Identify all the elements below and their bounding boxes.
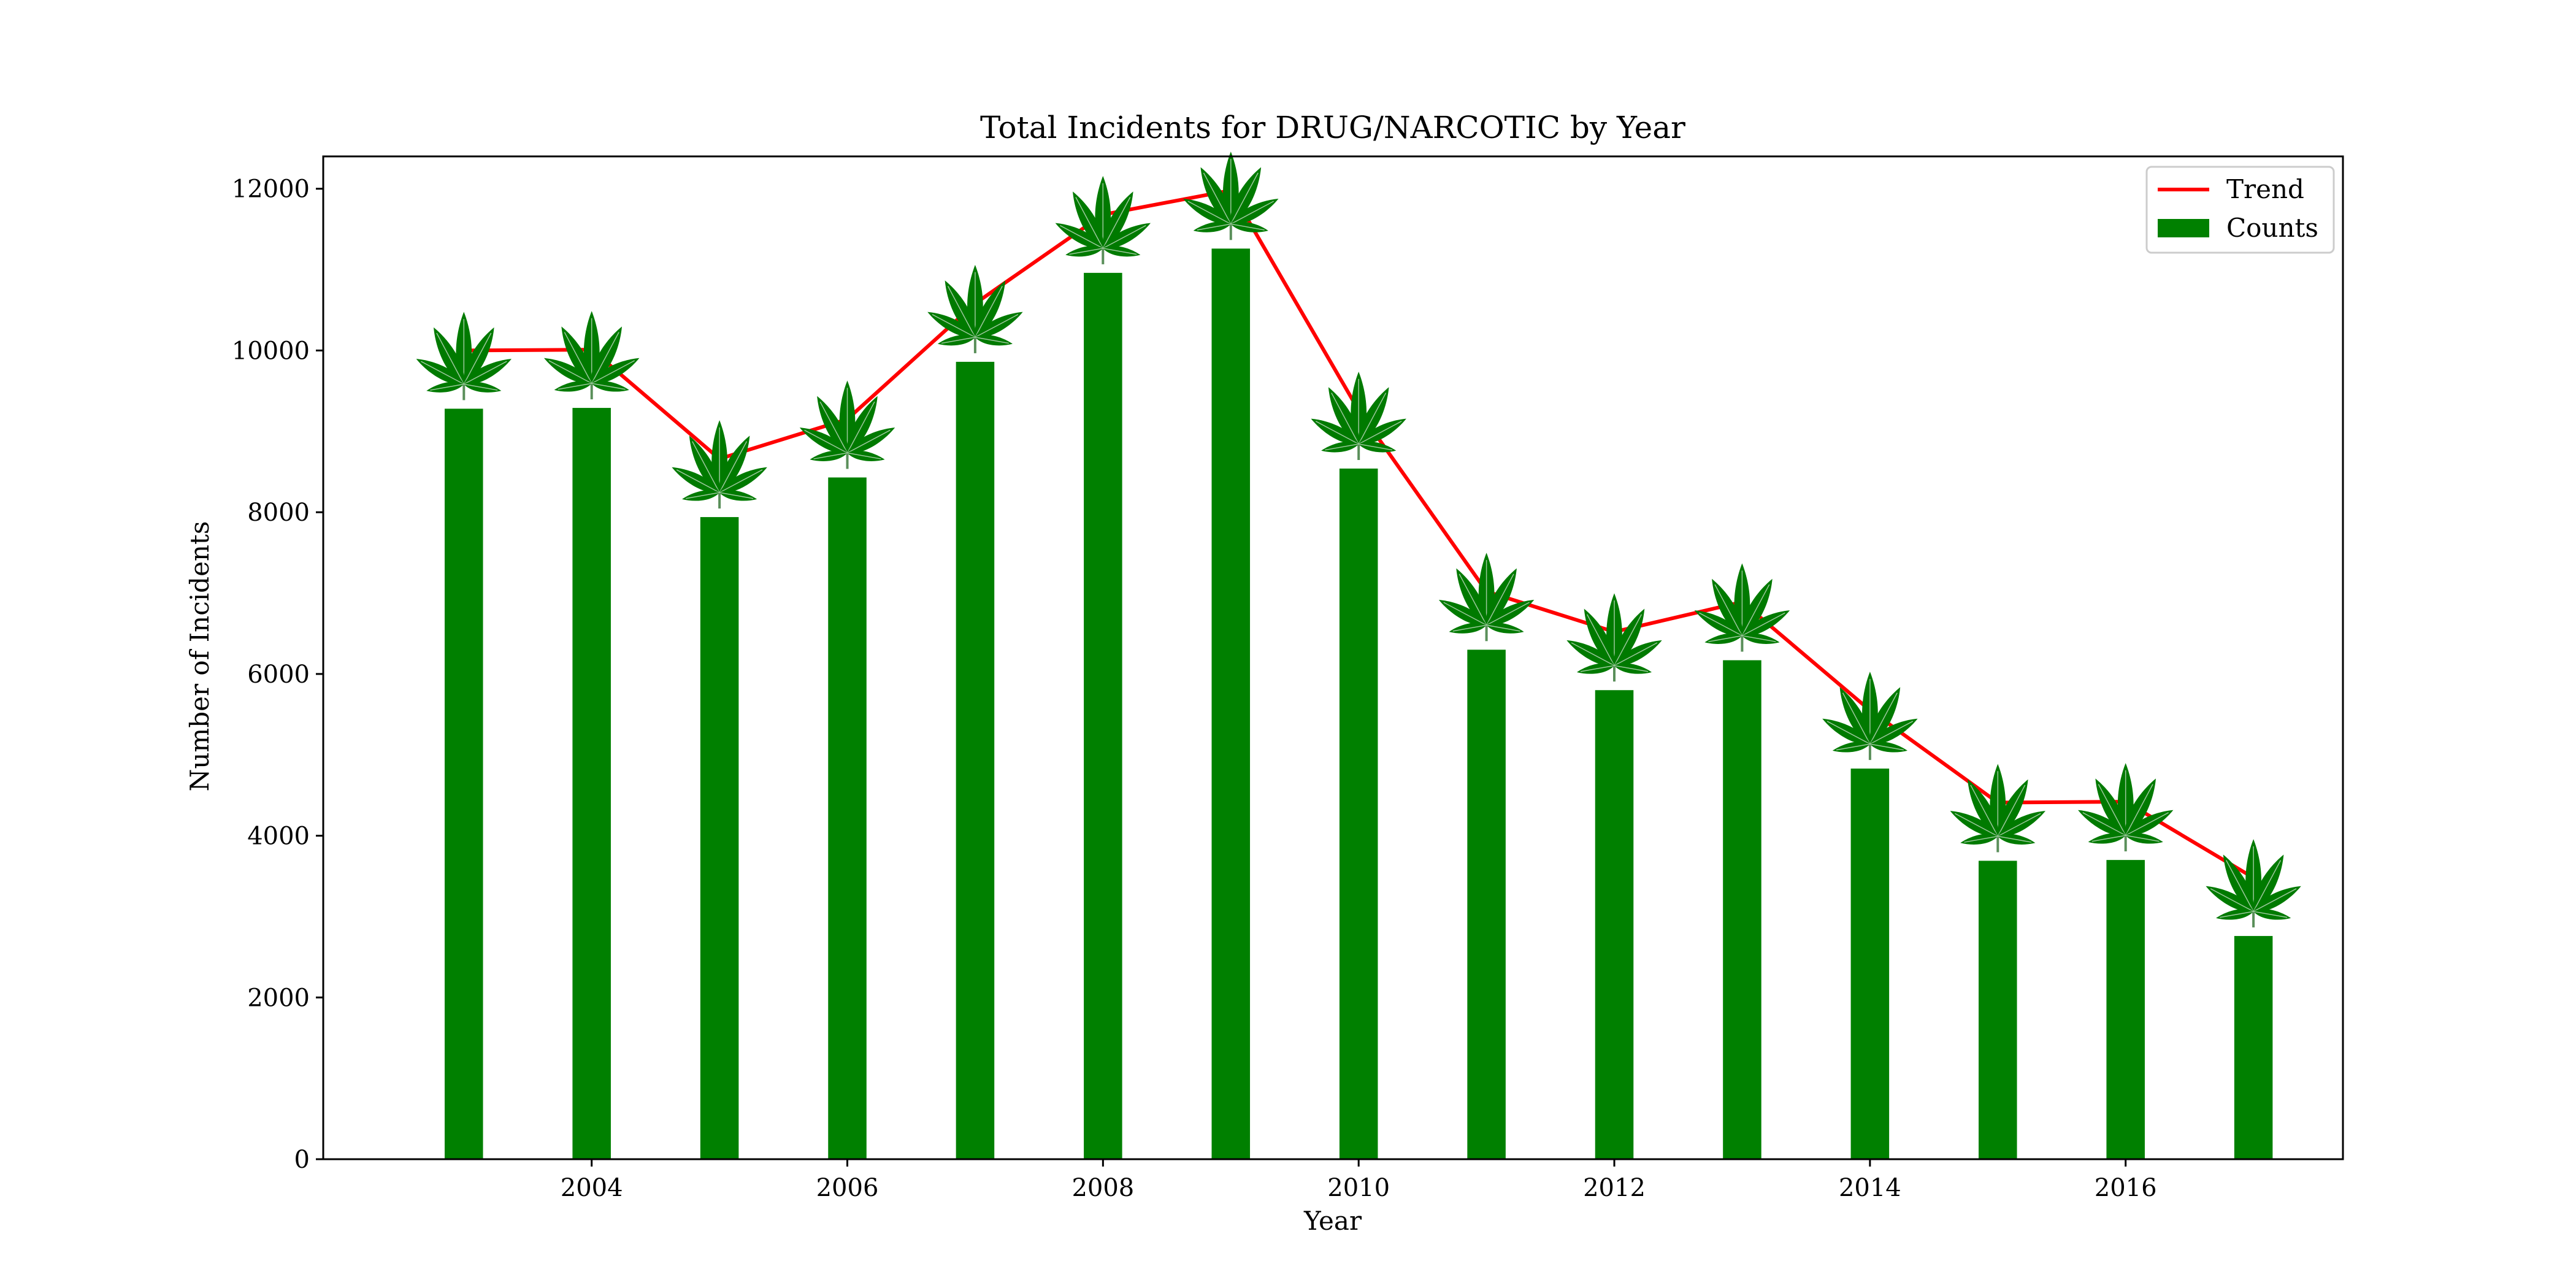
cannabis-leaf-icon [416,312,512,401]
y-tick-label: 0 [294,1146,310,1174]
x-axis-label: Year [1303,1206,1362,1236]
legend-trend-label: Trend [2226,174,2304,204]
y-tick-label: 12000 [232,175,310,204]
bar-2017 [2234,936,2273,1159]
bar-2014 [1850,769,1890,1159]
plot-frame [322,155,2344,1160]
cannabis-leaf-icon [1950,764,2045,853]
cannabis-leaf-icon [1438,553,1535,642]
y-tick-label: 8000 [247,499,310,527]
cannabis-leaf-icon [1566,593,1662,682]
bar-2003 [444,408,483,1159]
cannabis-leaf-icon [544,311,640,400]
plot-area: 0 2000 4000 6000 8000 10000 12000 2004 2006 2008 2… [232,151,2344,1202]
bar-2007 [956,361,995,1159]
bar-2015 [1979,861,2017,1159]
cannabis-leaf-icon [1694,563,1790,652]
x-tick-label: 2010 [1327,1174,1390,1202]
cannabis-leaf-icon [1183,151,1279,240]
bar-2009 [1211,248,1251,1160]
bar-2011 [1467,650,1506,1159]
x-tick-label: 2012 [1583,1174,1646,1202]
bar-2006 [828,477,867,1160]
x-tick-label: 2008 [1071,1174,1134,1202]
y-tick-label: 2000 [247,984,310,1012]
cannabis-leaf-icon [2206,839,2301,928]
bar-2005 [700,517,739,1160]
y-tick-label: 10000 [232,337,310,365]
bar-2010 [1339,468,1378,1159]
x-tick-label: 2004 [561,1174,623,1202]
y-axis-label: Number of Incidents [185,521,215,792]
y-tick-label: 4000 [247,822,310,851]
cannabis-leaf-icon [1311,372,1406,460]
cannabis-leaf-icon [799,380,895,469]
cannabis-leaf-icon [672,420,767,509]
bar-2013 [1723,660,1761,1159]
chart-title: Total Incidents for DRUG/NARCOTIC by Yea… [980,110,1685,145]
x-tick-label: 2006 [816,1174,879,1202]
cannabis-leaf-icon [927,264,1023,353]
legend-counts-label: Counts [2226,213,2318,243]
cannabis-leaf-icon [1055,175,1151,264]
cannabis-leaf-icon [2078,763,2174,852]
bar-2008 [1084,272,1122,1159]
bar-2016 [2106,860,2145,1159]
bar-2004 [572,408,611,1159]
legend-counts-swatch [2158,219,2209,237]
y-tick-label: 6000 [247,661,310,689]
x-tick-label: 2014 [1839,1174,1901,1202]
x-tick-label: 2016 [2095,1174,2157,1202]
bar-2012 [1595,690,1634,1159]
legend: Trend Counts [2145,166,2335,254]
cannabis-leaf-icon [1822,672,1918,761]
